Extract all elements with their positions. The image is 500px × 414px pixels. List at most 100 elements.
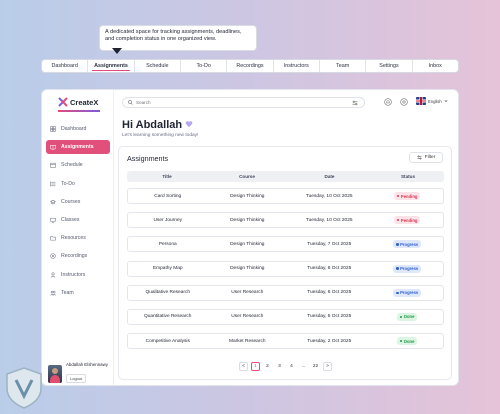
book-icon [50,145,56,150]
column-status: Status [400,174,416,179]
language-selector[interactable]: English [416,97,448,105]
course-icon [50,199,56,204]
tab-schedule[interactable]: Schedule [135,60,181,72]
cell-course: User Research [231,290,264,296]
cell-title: Quantitative Research [144,314,192,320]
cell-title: Empathy Map [152,266,183,272]
tab-to-do[interactable]: To-Do [181,60,228,72]
sidebar-item-assignments[interactable]: Assignments [46,140,110,155]
table-row[interactable]: Card Sorting Design Thinking Tuesday, 10 O… [127,188,444,204]
prev-page-button[interactable]: < [239,362,248,371]
avatar[interactable] [48,364,62,383]
tab-instructors[interactable]: Instructors [274,60,320,72]
sidebar-item-instructors[interactable]: Instructors [46,268,110,282]
status-dot-icon [400,339,403,343]
status-badge: Pending [394,192,421,200]
cell-course: Design Thinking [230,266,265,272]
sidebar-item-label: Courses [61,198,81,205]
cell-course: Design Thinking [230,241,265,247]
status-label: Progress [400,266,419,272]
page-button[interactable]: 2 [266,364,269,369]
cell-date: Tuesday, 10 Oct 2025 [305,217,353,223]
grid-icon [50,126,56,132]
top-nav: Dashboard Assignments Schedule To-Do Recordi… [41,59,459,73]
cell-course: User Research [231,314,264,320]
settings-icon[interactable] [400,98,408,106]
cell-title: Competitive Analysis [145,338,190,344]
page-button[interactable]: 22 [312,364,319,369]
sidebar-item-team[interactable]: Team [46,286,110,300]
cell-title: Persona [158,241,177,247]
sidebar-item-resources[interactable]: Resources [46,231,110,245]
sidebar-item-recordings[interactable]: Recordings [46,249,110,263]
card-title: Assignments [127,154,169,163]
table-row[interactable]: Competitive Analysis Market Research Tuesd… [127,333,444,350]
sidebar-item-label: Dashboard [61,126,87,132]
cell-date: Tuesday, 6 Oct 2025 [307,290,352,296]
tab-assignments[interactable]: Assignments [88,60,135,72]
cell-date: Tuesday, 8 Oct 2025 [307,266,352,272]
status-badge: Done [397,312,418,321]
greeting-title: Hi Abdallah [122,119,183,131]
assignments-card: Assignments Filter Title Course Date Sta… [118,146,452,380]
heart-icon [185,121,193,128]
bell-icon[interactable] [384,98,392,106]
tab-dashboard[interactable]: Dashboard [42,60,89,72]
next-page-button[interactable]: > [323,362,332,371]
page-button[interactable]: 1 [251,362,260,371]
sidebar-item-label: Recordings [61,253,88,260]
sidebar-item-label: To-Do [61,180,75,187]
sidebar-item-schedule[interactable]: Schedule [46,158,110,172]
tab-team[interactable]: Team [320,60,367,72]
folder-icon [50,236,56,241]
filter-button[interactable]: Filter [409,152,443,163]
cell-status: Pending [371,192,443,200]
table-row[interactable]: Qualitative Research User Research Tuesday… [127,284,444,301]
cell-status: Progress [371,264,443,273]
cell-status: Pending [371,216,443,225]
sidebar-item-to-do[interactable]: To-Do [46,177,110,191]
app-window: CreateX Dashboard Assignments Schedule To-D… [41,89,459,386]
sidebar-nav: Dashboard Assignments Schedule To-Do Courses… [46,122,110,304]
page-button[interactable]: 4 [290,364,293,369]
page-button[interactable]: 3 [278,364,281,369]
sidebar-item-courses[interactable]: Courses [46,195,110,209]
pagination-ellipsis[interactable]: ... [301,364,306,369]
status-dot-icon [396,267,399,270]
logo[interactable]: CreateX [58,97,98,107]
sidebar: CreateX Dashboard Assignments Schedule To-D… [42,90,114,385]
logout-button[interactable]: Logout [66,374,87,383]
cell-status: Done [371,337,443,346]
table-row[interactable]: Empathy Map Design Thinking Tuesday, 8 Oct… [127,260,444,277]
cell-date: Tuesday, 5 Oct 2025 [307,314,352,320]
pagination: <1 2 3 4... 22 > [239,362,332,371]
calendar-icon [50,163,56,169]
status-badge: Progress [393,264,422,273]
sidebar-item-label: Assignments [61,144,94,151]
sidebar-item-dashboard[interactable]: Dashboard [46,122,110,136]
tab-inbox[interactable]: Inbox [428,63,442,69]
column-course: Course [239,174,255,179]
search-input[interactable] [136,100,336,105]
table-body: Card Sorting Design Thinking Tuesday, 10 O… [127,188,444,357]
tooltip-arrow [112,48,122,54]
status-label: Done [403,314,415,320]
table-row[interactable]: Quantitative Research User Research Tuesda… [127,308,444,325]
sidebar-item-classes[interactable]: Classes [46,213,110,227]
tab-recordings[interactable]: Recordings [227,60,274,72]
uk-flag-icon [416,97,426,105]
recording-icon [50,253,56,259]
team-icon [50,290,56,296]
status-dot-icon [397,194,400,198]
table-row[interactable]: Persona Design Thinking Tuesday, 7 Oct 202… [127,236,444,253]
sliders-icon[interactable] [352,100,358,106]
status-label: Progress [400,290,419,296]
cell-title: Qualitative Research [145,290,191,296]
cell-date: Tuesday, 7 Oct 2025 [307,241,352,247]
status-dot-icon [400,315,403,319]
table-row[interactable]: User Journey Design Thinking Tuesday, 10 O… [127,212,444,229]
search-bar[interactable] [122,97,365,108]
cell-status: Progress [371,288,443,297]
column-title: Title [162,174,172,179]
tab-settings[interactable]: Settings [366,60,413,72]
